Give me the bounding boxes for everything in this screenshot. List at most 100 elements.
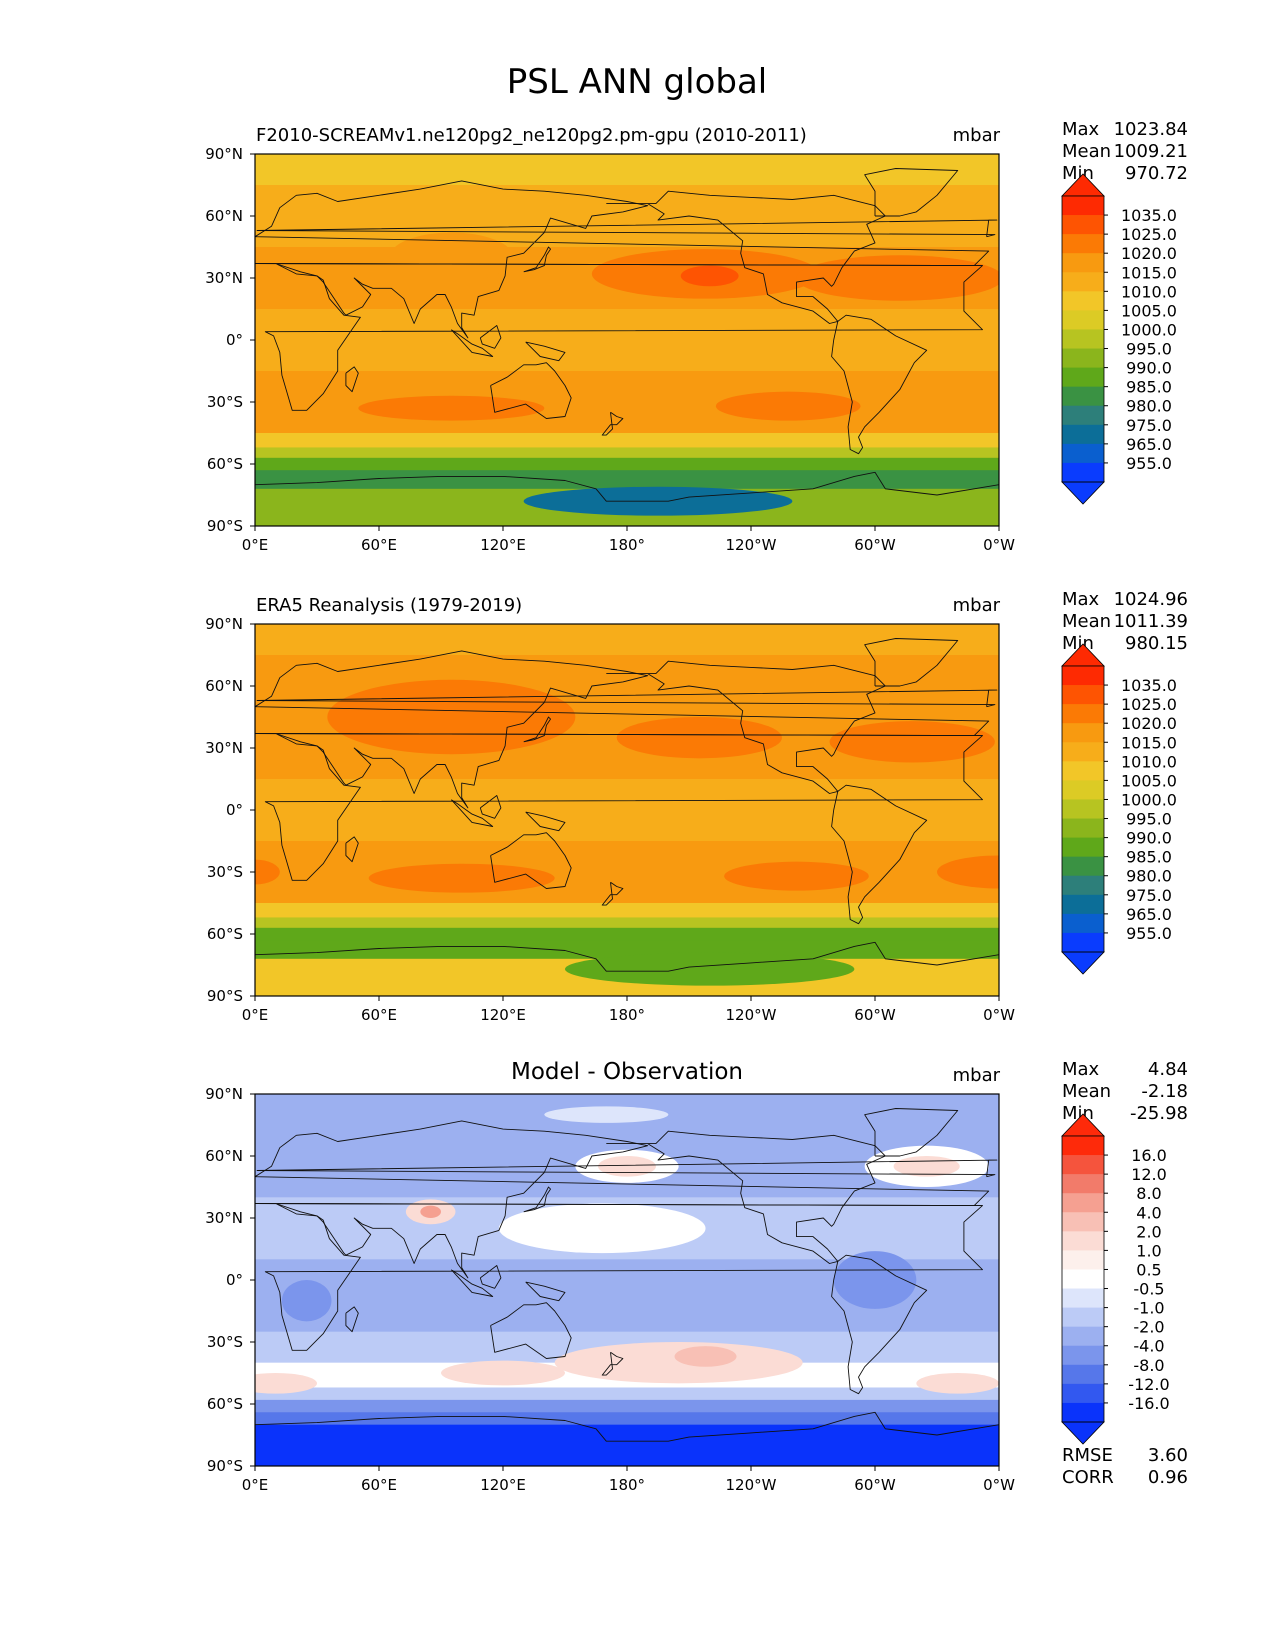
pressure-band-7 xyxy=(255,1399,999,1413)
colorbar-frame xyxy=(1061,665,1105,953)
metric-rmse-label: RMSE xyxy=(1062,1445,1113,1466)
y-tick-label: 90°N xyxy=(205,1085,243,1103)
pressure-band-7 xyxy=(255,457,999,471)
colorbar-tick-label: 990.0 xyxy=(1126,359,1172,378)
stat-mean-label: Mean xyxy=(1062,611,1111,632)
x-tick-label: 0°W xyxy=(983,1006,1015,1024)
pressure-cell-2 xyxy=(796,255,999,301)
pressure-cell-3 xyxy=(358,395,545,421)
stat-mean-label: Mean xyxy=(1062,1081,1111,1102)
coastline-4 xyxy=(831,314,928,455)
y-tick-label: 30°S xyxy=(207,863,243,881)
panel-difference-colorbar: 16.012.08.04.02.01.00.5-0.5-1.0-2.0-4.0-… xyxy=(1061,1113,1170,1445)
pressure-band-0 xyxy=(255,624,999,656)
colorbar-swatch xyxy=(1062,310,1104,330)
colorbar-tick-label: 1015.0 xyxy=(1121,263,1177,282)
pressure-band-0 xyxy=(255,154,999,186)
pressure-band-4 xyxy=(255,371,999,434)
x-tick-label: 60°W xyxy=(854,536,896,554)
colorbar-swatch xyxy=(1062,443,1104,464)
y-tick-label: 60°N xyxy=(205,207,243,225)
x-tick-label: 60°E xyxy=(361,1476,397,1494)
y-tick-label: 90°S xyxy=(207,987,243,1005)
colorbar-tick-label: 1.0 xyxy=(1136,1241,1161,1260)
pressure-cell-0 xyxy=(498,1203,706,1254)
pressure-band-6 xyxy=(255,917,999,929)
coastline-3 xyxy=(606,190,886,324)
y-tick-label: 90°N xyxy=(205,615,243,633)
coastline-7 xyxy=(601,881,624,906)
panel-model-title: F2010-SCREAMv1.ne120pg2_ne120pg2.pm-gpu … xyxy=(256,125,807,146)
colorbar-swatch xyxy=(1062,1307,1104,1328)
colorbar-tick-label: 955.0 xyxy=(1126,454,1172,473)
coastline-10 xyxy=(479,325,502,349)
pressure-band-6 xyxy=(255,447,999,459)
coastline-10 xyxy=(479,795,502,819)
pressure-cell-10 xyxy=(255,1373,317,1394)
panel-model-map xyxy=(255,154,999,526)
y-tick-label: 0° xyxy=(226,801,243,819)
colorbar-swatch xyxy=(1062,1212,1104,1232)
colorbar-swatch xyxy=(1062,272,1104,292)
colorbar-tick-label: 1000.0 xyxy=(1121,320,1177,339)
coastline-9 xyxy=(450,799,494,827)
colorbar-swatch xyxy=(1062,386,1104,407)
coastline-7 xyxy=(601,1351,624,1376)
colorbar-tick-label: 8.0 xyxy=(1136,1184,1161,1203)
stat-max-value: 1023.84 xyxy=(1114,119,1188,140)
coastlines-difference xyxy=(255,1108,999,1442)
colorbar-swatch xyxy=(1062,424,1104,445)
x-tick-label: 60°W xyxy=(854,1006,896,1024)
coastlines-model xyxy=(255,168,999,502)
pressure-band-3 xyxy=(255,309,999,372)
y-tick-label: 60°S xyxy=(207,925,243,943)
colorbar-swatch xyxy=(1062,1269,1104,1289)
colorbar-swatch xyxy=(1062,1193,1104,1213)
stat-max-label: Max xyxy=(1062,119,1100,140)
pressure-cell-8 xyxy=(554,1342,803,1384)
x-tick-label: 180° xyxy=(609,536,645,554)
colorbar-under-arrow xyxy=(1061,481,1105,505)
pressure-band-9 xyxy=(255,1424,999,1466)
colorbar-swatch xyxy=(1062,856,1104,877)
stat-mean-label: Mean xyxy=(1062,141,1111,162)
y-tick-label: 60°S xyxy=(207,455,243,473)
colorbar-tick-label: 975.0 xyxy=(1126,416,1172,435)
pressure-cell-6 xyxy=(327,679,576,755)
panel-model-units: mbar xyxy=(953,125,1001,146)
colorbar-swatch xyxy=(1062,799,1104,819)
metric-rmse-value: 3.60 xyxy=(1148,1445,1188,1466)
colorbar-tick-label: 990.0 xyxy=(1126,829,1172,848)
panel-reference-title: ERA5 Reanalysis (1979-2019) xyxy=(256,595,522,616)
coastline-2 xyxy=(490,362,572,419)
coastline-4 xyxy=(831,784,928,925)
coastline-12 xyxy=(345,836,359,863)
stat-max-value: 4.84 xyxy=(1148,1059,1188,1080)
coastline-1 xyxy=(255,263,983,411)
colorbar-tick-label: -4.0 xyxy=(1133,1337,1164,1356)
colorbar-swatch xyxy=(1062,1288,1104,1308)
colorbar-swatch xyxy=(1062,704,1104,724)
colorbar-swatch xyxy=(1062,1155,1104,1175)
panel-model-axes: 0°E 60°E 120°E 180° 120°W 60°W 0°W 90°N 60°N 30°N… xyxy=(205,145,1015,554)
pressure-cell-7 xyxy=(565,952,855,986)
stat-min-value: 980.15 xyxy=(1125,633,1188,654)
colorbar-tick-label: 1035.0 xyxy=(1121,206,1177,225)
pressure-cell-4 xyxy=(893,1156,960,1177)
colorbar-tick-label: 12.0 xyxy=(1131,1165,1167,1184)
pressure-field-model xyxy=(255,154,999,526)
coastline-7 xyxy=(601,411,624,436)
colorbar-swatch xyxy=(1062,1326,1104,1347)
colorbar-swatch xyxy=(1062,1345,1104,1366)
y-tick-label: 90°S xyxy=(207,1457,243,1475)
colorbar-swatch xyxy=(1062,1174,1104,1194)
colorbar-tick-label: 955.0 xyxy=(1126,924,1172,943)
colorbar-swatch xyxy=(1062,1250,1104,1270)
y-tick-label: 30°N xyxy=(205,739,243,757)
colorbar-swatch xyxy=(1062,742,1104,762)
pressure-band-5 xyxy=(255,433,999,449)
coastline-6 xyxy=(255,471,999,502)
colorbar-tick-label: 995.0 xyxy=(1126,810,1172,829)
y-tick-label: 30°S xyxy=(207,1333,243,1351)
pressure-cell-1 xyxy=(829,721,995,763)
